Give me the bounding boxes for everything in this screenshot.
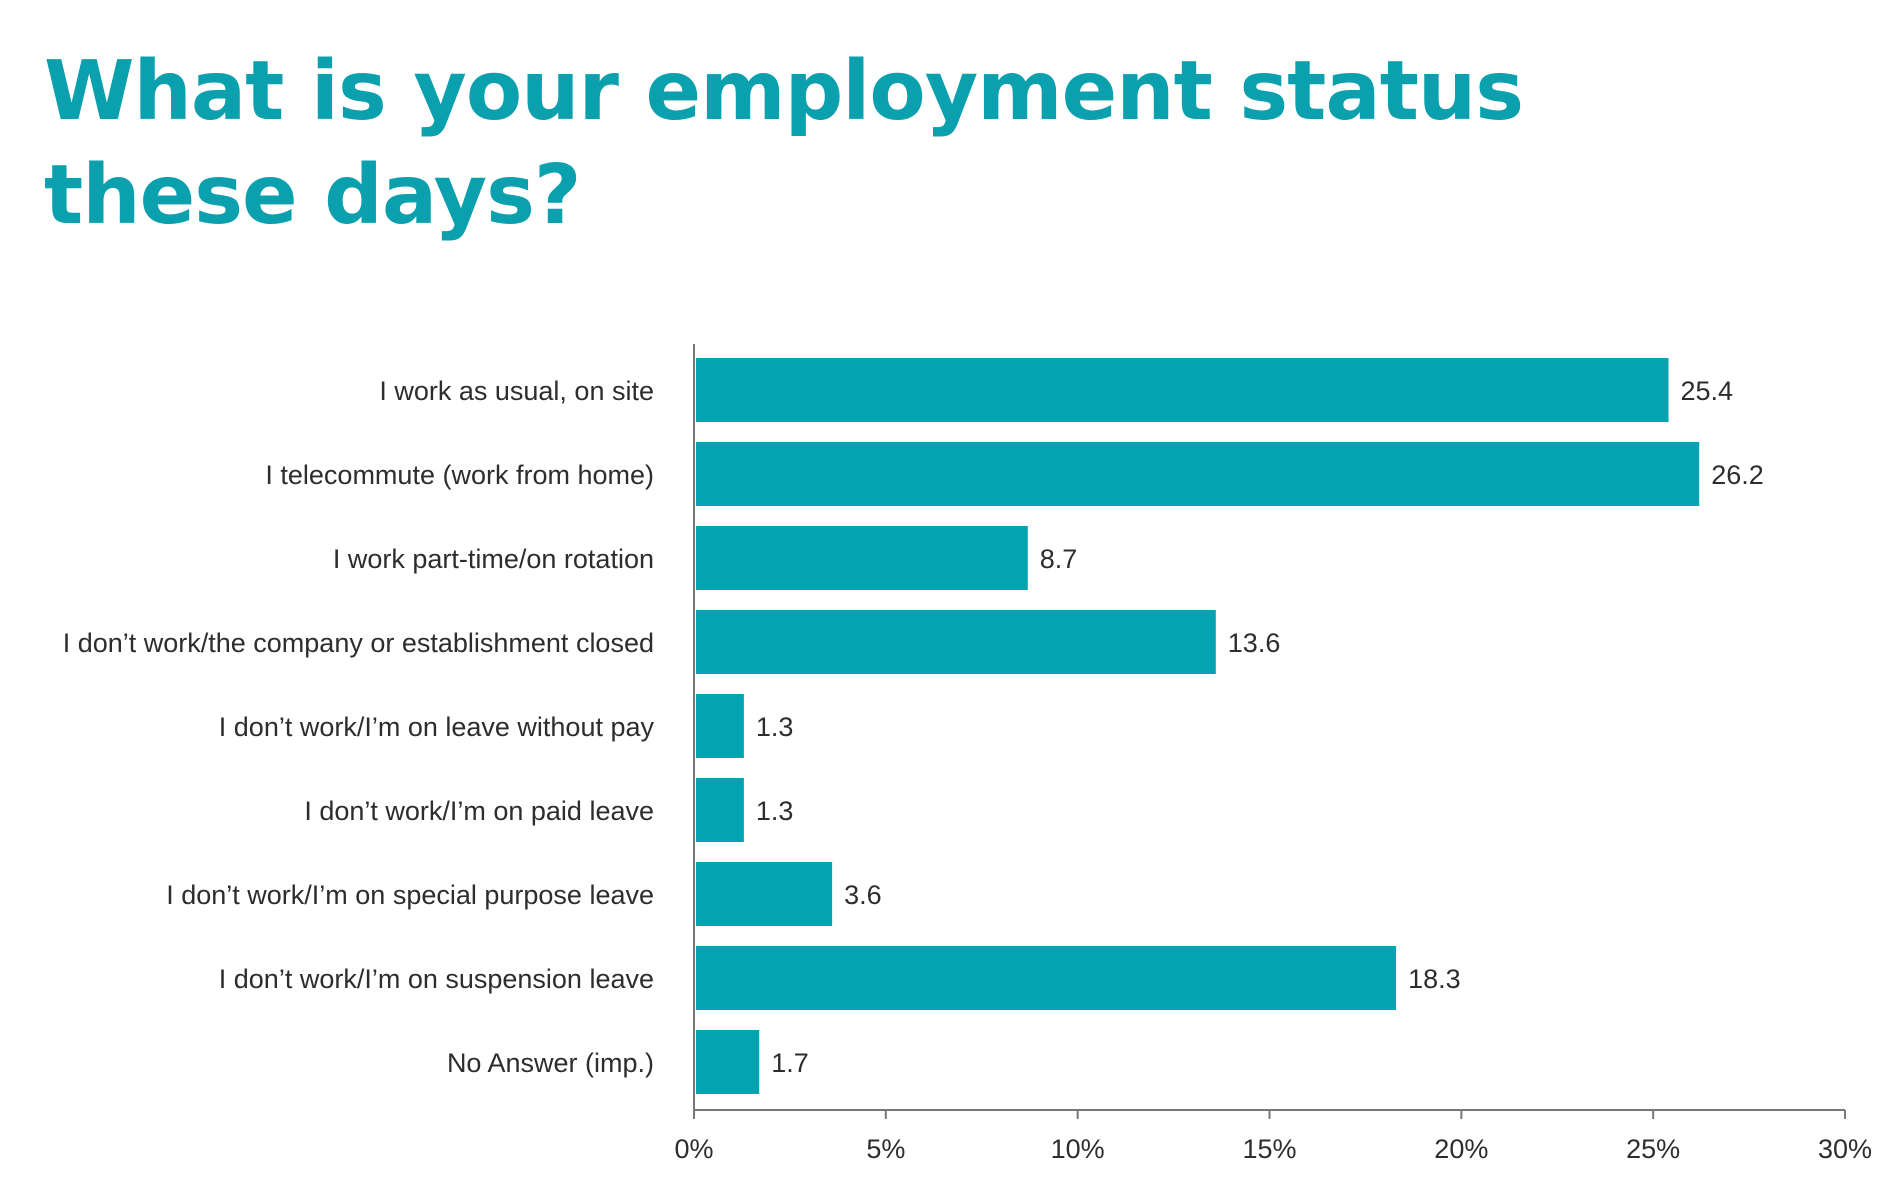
bar-value-label: 18.3 bbox=[1408, 964, 1461, 994]
category-label: I don’t work/I’m on paid leave bbox=[304, 796, 654, 826]
x-tick-label: 5% bbox=[866, 1134, 905, 1164]
category-label: I telecommute (work from home) bbox=[265, 460, 654, 490]
bar bbox=[696, 694, 744, 758]
x-tick-label: 15% bbox=[1242, 1134, 1296, 1164]
bar bbox=[696, 946, 1397, 1010]
bar bbox=[696, 526, 1028, 590]
bar-value-label: 25.4 bbox=[1681, 376, 1734, 406]
x-tick-label: 0% bbox=[674, 1134, 713, 1164]
bar-value-label: 8.7 bbox=[1040, 544, 1078, 574]
x-tick-label: 20% bbox=[1434, 1134, 1488, 1164]
category-label: I don’t work/the company or establishmen… bbox=[63, 628, 654, 658]
x-tick-label: 25% bbox=[1626, 1134, 1680, 1164]
category-label: I don’t work/I’m on suspension leave bbox=[219, 964, 654, 994]
x-tick-label: 30% bbox=[1818, 1134, 1872, 1164]
bar bbox=[696, 358, 1669, 422]
bar-value-label: 1.7 bbox=[771, 1048, 809, 1078]
chart-title: What is your employment status these day… bbox=[44, 40, 1544, 248]
category-label: I work part-time/on rotation bbox=[333, 544, 654, 574]
chart-title-line-1: What is your employment status bbox=[44, 44, 1524, 139]
bar bbox=[696, 862, 833, 926]
bar-value-label: 1.3 bbox=[756, 796, 794, 826]
x-tick-label: 10% bbox=[1051, 1134, 1105, 1164]
bar-value-label: 3.6 bbox=[844, 880, 882, 910]
category-label: No Answer (imp.) bbox=[447, 1048, 654, 1078]
category-label: I don’t work/I’m on leave without pay bbox=[219, 712, 655, 742]
category-label: I work as usual, on site bbox=[379, 376, 654, 406]
bar-value-label: 13.6 bbox=[1228, 628, 1281, 658]
bar-value-label: 26.2 bbox=[1711, 460, 1764, 490]
bar-value-label: 1.3 bbox=[756, 712, 794, 742]
bar bbox=[696, 778, 744, 842]
bar bbox=[696, 1030, 760, 1094]
bar bbox=[696, 442, 1700, 506]
bar bbox=[696, 610, 1216, 674]
category-label: I don’t work/I’m on special purpose leav… bbox=[166, 880, 654, 910]
chart-title-line-2: these days? bbox=[44, 148, 582, 243]
